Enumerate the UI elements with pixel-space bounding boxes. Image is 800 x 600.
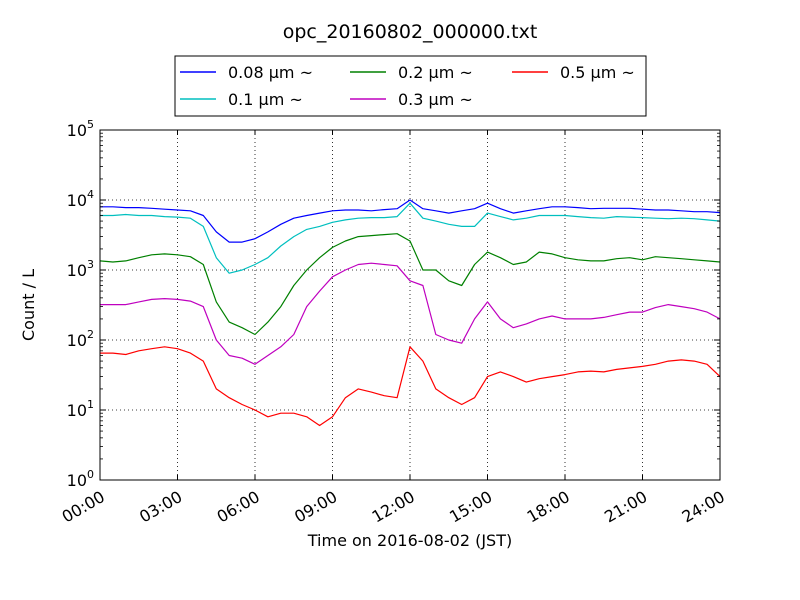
grid-lines [100, 130, 720, 480]
legend-label: 0.08 μm ~ [228, 63, 313, 82]
legend-label: 0.5 μm ~ [560, 63, 635, 82]
y-tick-label: 103 [67, 258, 94, 280]
y-tick-label: 102 [67, 328, 94, 350]
chart-title: opc_20160802_000000.txt [283, 21, 538, 43]
series-line-3 [99, 233, 721, 336]
series-lines [99, 199, 721, 427]
axis-ticks [99, 129, 721, 481]
series-line-4 [100, 262, 721, 365]
series-line-2 [100, 202, 721, 274]
series-line-1 [100, 199, 721, 243]
y-tick-label: 101 [67, 398, 94, 420]
y-tick-labels: 100 101 102 103 104 105 [67, 118, 94, 490]
x-axis-label: Time on 2016-08-02 (JST) [307, 531, 512, 550]
y-axis-label: Count / L [19, 269, 38, 341]
y-tick-label: 104 [67, 188, 94, 210]
series-line-5 [100, 346, 721, 427]
legend-box [174, 55, 647, 117]
legend: 0.08 μm ~ 0.1 μm ~ 0.2 μm ~ 0.3 μm ~ 0.5 μm … [174, 55, 647, 117]
y-tick-label: 105 [67, 118, 94, 140]
y-tick-label: 100 [67, 468, 94, 490]
legend-label: 0.3 μm ~ [398, 90, 473, 109]
legend-label: 0.2 μm ~ [398, 63, 473, 82]
legend-label: 0.1 μm ~ [228, 90, 303, 109]
